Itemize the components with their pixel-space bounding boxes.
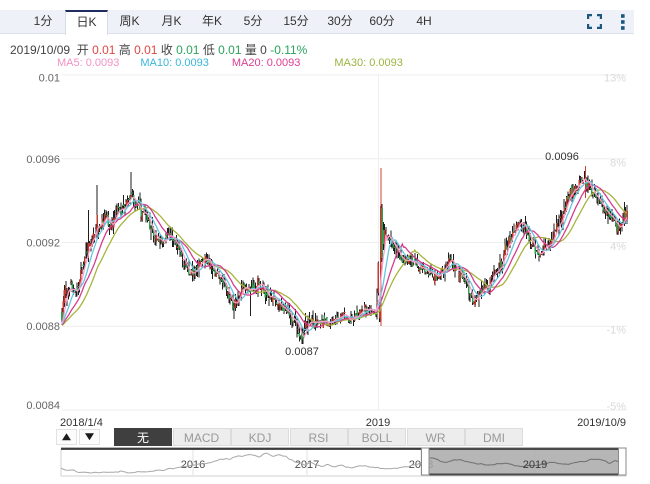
svg-text:0.0092: 0.0092 [26, 238, 60, 250]
svg-text:0.0087: 0.0087 [285, 346, 319, 358]
svg-text:0.0084: 0.0084 [26, 400, 60, 412]
svg-text:8%: 8% [610, 158, 626, 170]
svg-text:-5%: -5% [606, 401, 626, 413]
svg-text:13%: 13% [604, 73, 626, 85]
svg-text:4%: 4% [610, 241, 626, 253]
svg-text:2019: 2019 [366, 417, 390, 429]
svg-text:0.0088: 0.0088 [26, 321, 60, 333]
svg-text:2018/1/4: 2018/1/4 [60, 417, 103, 429]
svg-text:2019/10/9: 2019/10/9 [577, 417, 626, 429]
svg-text:-1%: -1% [606, 325, 626, 337]
svg-text:0.0096: 0.0096 [545, 151, 579, 163]
svg-text:0.0096: 0.0096 [26, 154, 60, 166]
svg-text:2019: 2019 [523, 459, 547, 471]
svg-text:0.01: 0.01 [39, 73, 60, 85]
svg-text:2017: 2017 [295, 459, 319, 471]
